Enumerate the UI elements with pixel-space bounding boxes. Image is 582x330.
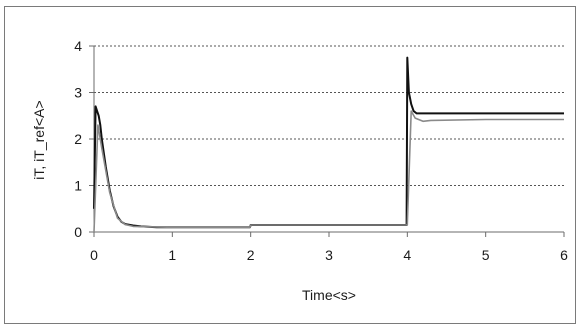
x-tick-label-4: 4 [403, 247, 411, 263]
x-tick-label-0: 0 [90, 247, 98, 263]
label-layer: 0 1 2 3 4 0 1 2 3 4 5 6 [74, 38, 568, 263]
y-tick-label-4: 4 [74, 38, 82, 54]
y-tick-label-0: 0 [74, 224, 82, 240]
chart-frame [4, 6, 576, 324]
grid-layer [94, 45, 564, 186]
y-tick-label-3: 3 [74, 85, 82, 101]
y-axis-title: iT, iT_ref<A> [31, 100, 47, 179]
x-axis-title: Time<s> [302, 287, 356, 303]
x-tick-label-6: 6 [560, 247, 568, 263]
axis-layer [89, 45, 565, 237]
x-tick-label-3: 3 [325, 247, 333, 263]
series-line-0 [93, 56, 564, 229]
series-line-1 [93, 110, 564, 233]
x-tick-label-2: 2 [247, 247, 255, 263]
y-tick-label-1: 1 [74, 178, 82, 194]
x-tick-label-1: 1 [168, 247, 176, 263]
y-tick-label-2: 2 [74, 131, 82, 147]
series-layer [93, 56, 564, 233]
x-tick-label-5: 5 [482, 247, 490, 263]
